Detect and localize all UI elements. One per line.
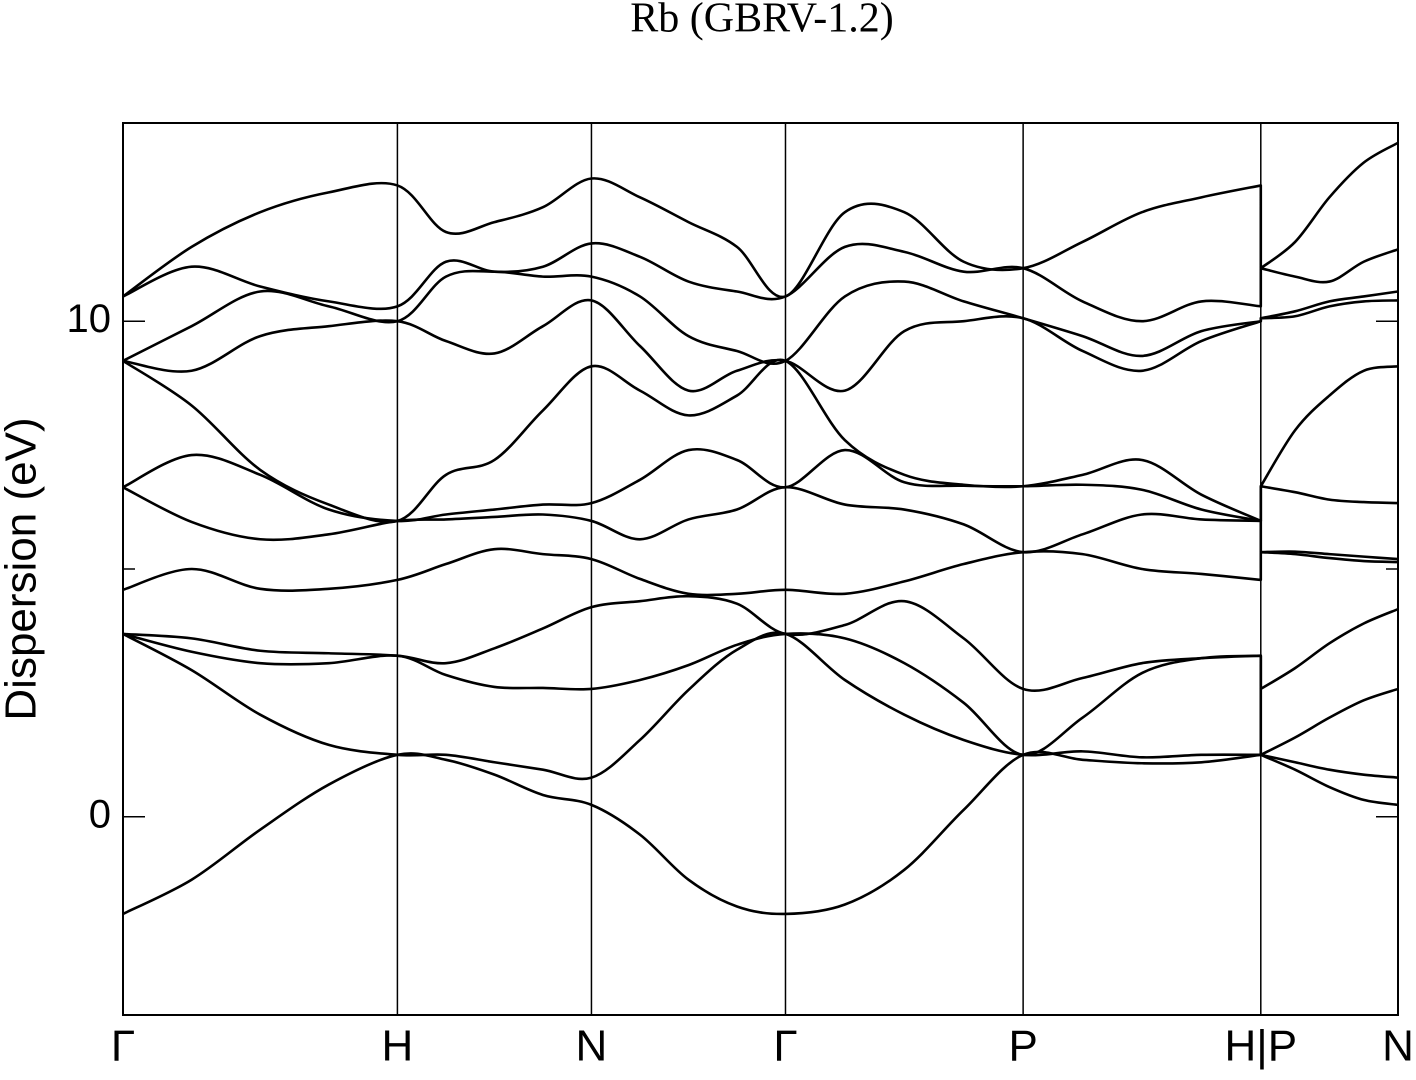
band-line [123, 447, 1398, 523]
chart-title: Rb (GBRV-1.2) [630, 0, 893, 42]
x-tick-label: Γ [773, 1022, 797, 1071]
x-tick-label: N [1382, 1022, 1414, 1071]
y-tick-label: 0 [89, 792, 111, 836]
band-line [123, 547, 1398, 597]
band-line [123, 241, 1398, 323]
x-tick-label: Γ [111, 1022, 135, 1071]
y-tick-label: 10 [67, 297, 112, 341]
plot-frame [122, 122, 1399, 1016]
x-tick-label: H|P [1225, 1022, 1298, 1071]
x-tick-label: P [1008, 1022, 1037, 1071]
bands [123, 141, 1398, 916]
band-line [123, 141, 1398, 299]
y-axis-label: Dispersion (eV) [0, 417, 46, 720]
x-tick-label: N [576, 1022, 608, 1071]
band-line [123, 750, 1398, 916]
band-line [123, 631, 1398, 781]
band-line [123, 594, 1398, 693]
band-line [123, 298, 1398, 393]
x-tick-label: H [382, 1022, 414, 1071]
band-line [123, 269, 1398, 366]
